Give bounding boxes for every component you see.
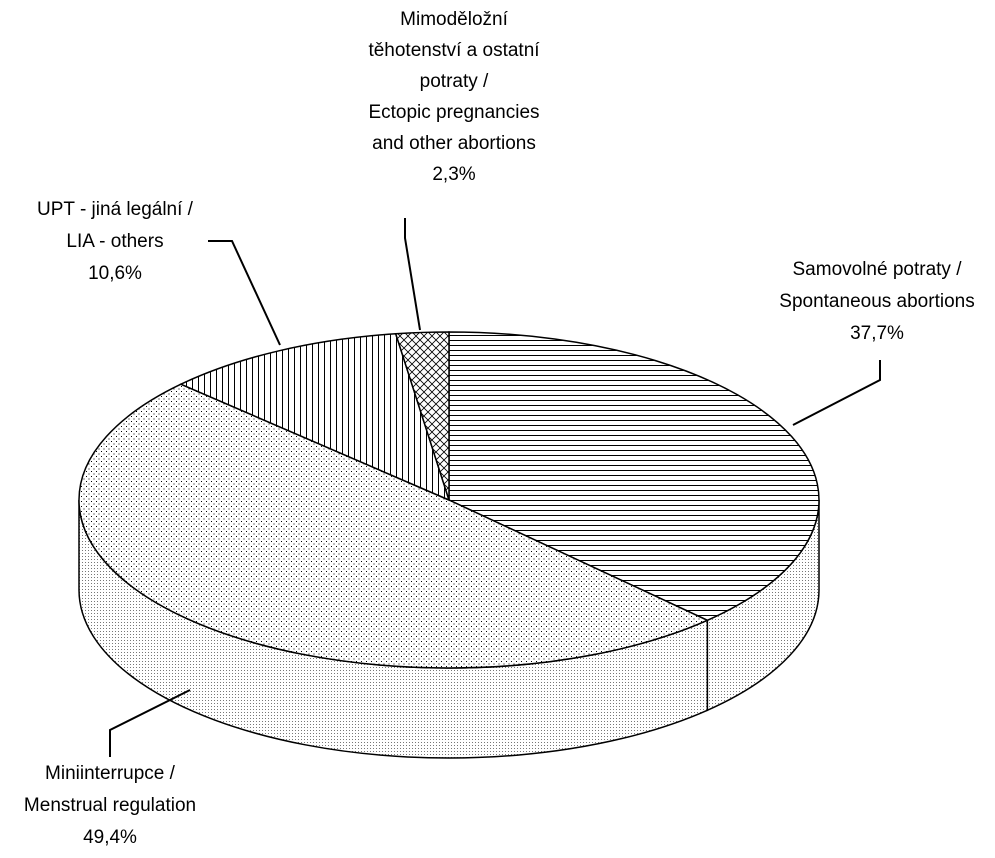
slice-label: LIA - others [66,231,163,252]
slice-label: Samovolné potraty / [793,259,963,280]
leader-line [208,240,281,346]
slice-label: Miniinterrupce / [45,763,176,784]
pie-slice [394,331,450,501]
leader-line [792,360,881,426]
value-label: 10,6% [88,263,142,284]
slice-label: and other abortions [372,133,536,154]
slice-label: Ectopic pregnancies [368,102,539,123]
leader-line [109,689,191,757]
pie-slice [78,383,710,669]
slice-label: UPT - jiná legální / [37,199,194,220]
slice-label: těhotenství a ostatní [368,40,540,61]
slice-label: potraty / [420,71,489,92]
slice-label: Mimoděložní [400,9,508,30]
pie-slice [179,332,451,502]
slice-label: Menstrual regulation [24,795,196,816]
value-label: 49,4% [83,827,137,848]
value-label: 2,3% [432,164,475,185]
slice-label: Spontaneous abortions [779,291,974,312]
leader-line [404,218,421,331]
pie-slice [448,331,820,622]
value-label: 37,7% [850,323,904,344]
